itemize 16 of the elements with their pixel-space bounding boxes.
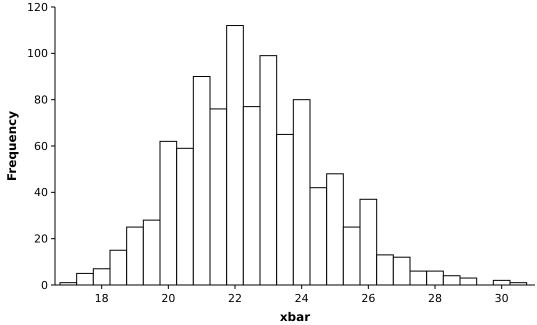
y-tick-label: 100 <box>27 47 48 60</box>
x-tick-label: 28 <box>428 292 442 305</box>
x-axis-title: xbar <box>280 310 310 324</box>
x-tick-label: 20 <box>161 292 176 305</box>
y-tick-label: 0 <box>41 278 48 292</box>
x-tick-label: 22 <box>228 292 242 305</box>
y-tick-label: 40 <box>34 186 48 200</box>
y-tick-label: 120 <box>27 0 48 14</box>
y-axis-title: Frequency <box>5 110 19 182</box>
y-tick-label: 80 <box>34 94 48 107</box>
x-tick-label: 26 <box>361 292 376 305</box>
x-tick-label: 30 <box>494 292 509 305</box>
y-tick-label: 60 <box>34 140 48 153</box>
x-tick-label: 24 <box>294 292 309 305</box>
y-tick-label: 20 <box>34 232 48 246</box>
x-tick-label: 18 <box>94 292 109 305</box>
